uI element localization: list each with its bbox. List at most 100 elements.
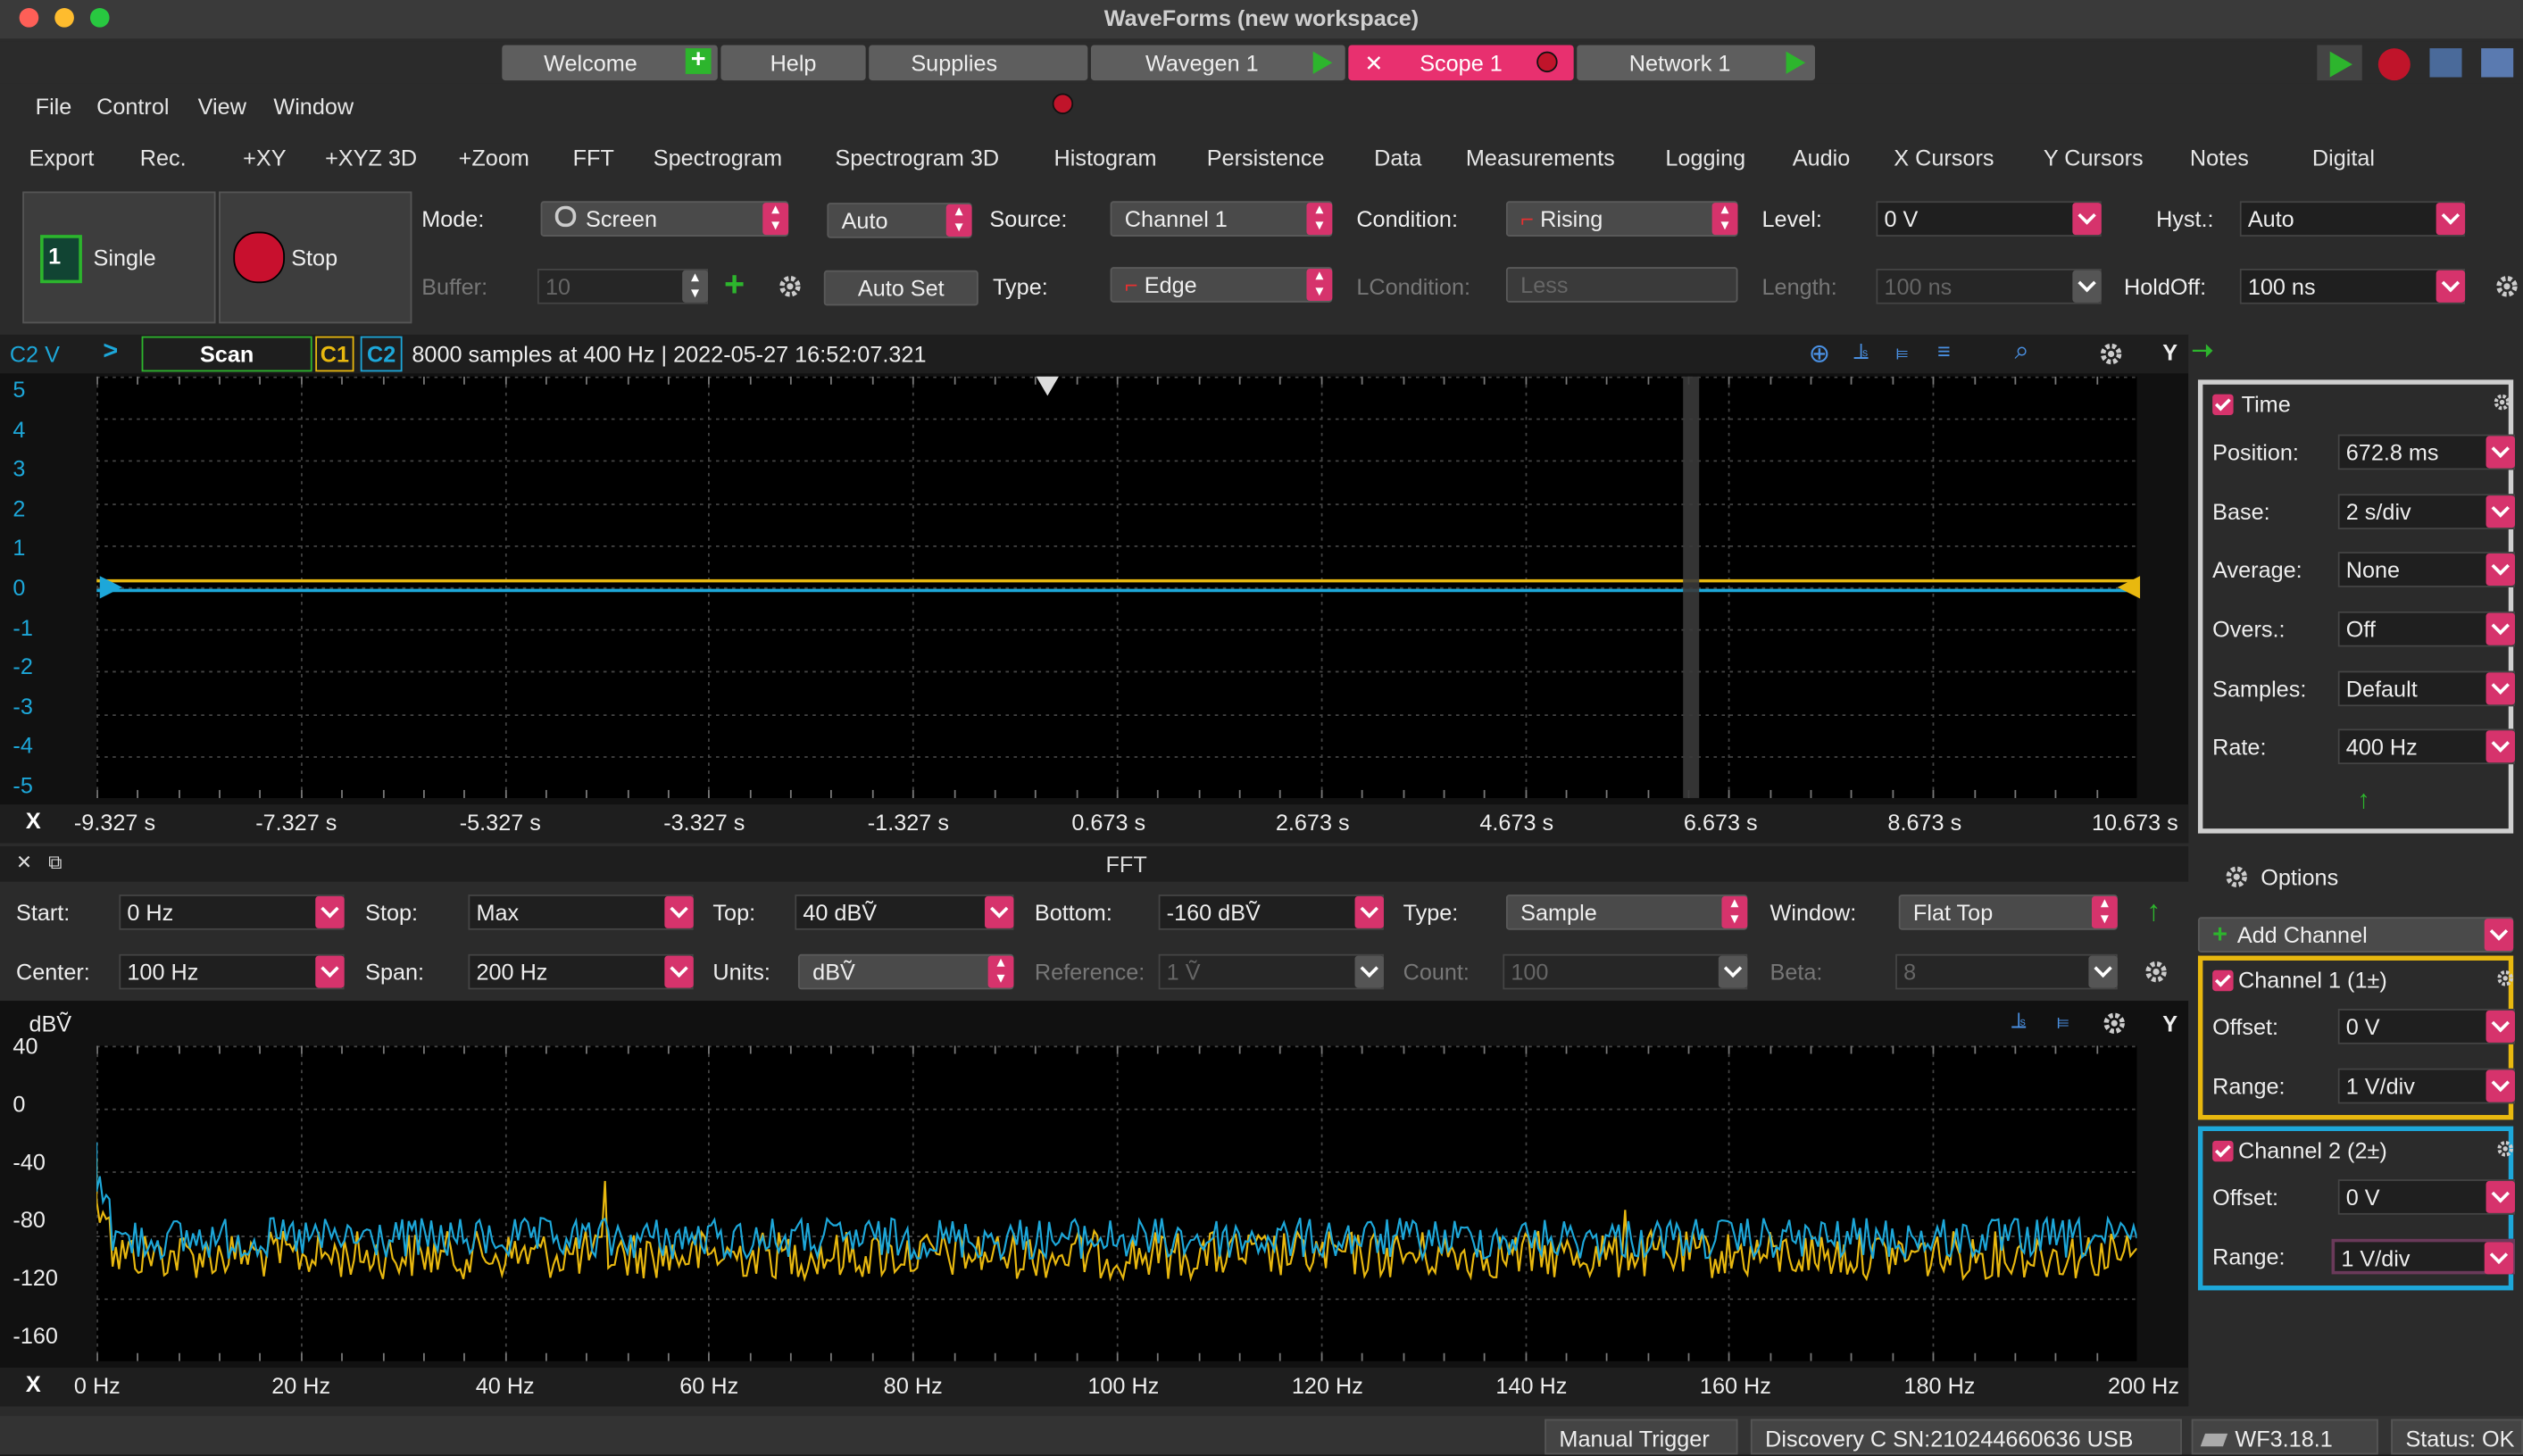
- channel2-enable-checkbox[interactable]: [2212, 1140, 2234, 1162]
- gear-icon[interactable]: [778, 273, 801, 297]
- data-view-button[interactable]: Data: [1374, 145, 1422, 171]
- x-axis-button[interactable]: X: [25, 807, 41, 834]
- channel1-range-dropdown-icon[interactable]: [2486, 1069, 2515, 1102]
- arrow-up-icon[interactable]: ↑: [2357, 786, 2370, 814]
- minimize-window-button[interactable]: [54, 8, 74, 28]
- fft-x-axis-button[interactable]: X: [25, 1370, 41, 1397]
- center-input[interactable]: 100 Hz: [119, 953, 345, 990]
- count-input[interactable]: 100: [1503, 953, 1748, 990]
- rate-input[interactable]: 400 Hz: [2337, 728, 2515, 765]
- reference-input[interactable]: 1 Ṽ: [1158, 953, 1384, 990]
- stack-icon[interactable]: ≡: [1936, 337, 1951, 364]
- overs-input[interactable]: Off: [2337, 611, 2515, 647]
- stop-all-icon[interactable]: [2377, 48, 2411, 81]
- logging-view-button[interactable]: Logging: [1665, 145, 1746, 171]
- base-input[interactable]: 2 s/div: [2337, 494, 2515, 529]
- menu-window[interactable]: Window: [273, 93, 354, 120]
- stop-freq-input[interactable]: Max: [468, 894, 694, 930]
- run-all-button[interactable]: [2317, 45, 2362, 81]
- measurements-view-button[interactable]: Measurements: [1465, 145, 1615, 171]
- reference-dropdown-icon[interactable]: [1354, 955, 1384, 988]
- count-dropdown-icon[interactable]: [1718, 955, 1748, 988]
- samples-input[interactable]: Default: [2337, 670, 2515, 707]
- trigger-type-select[interactable]: ⌐ Edge ▴ ▾: [1110, 267, 1333, 303]
- trigger-settings-gear-icon[interactable]: [2494, 273, 2518, 297]
- channel-offset-marker-icon[interactable]: [99, 576, 122, 599]
- channel2-offset-input[interactable]: 0 V: [2337, 1179, 2515, 1215]
- level-dropdown-icon[interactable]: [2072, 203, 2102, 236]
- fft-align-icon[interactable]: ⫢: [2056, 1007, 2069, 1034]
- time-enable-checkbox[interactable]: [2212, 394, 2234, 415]
- wavegen-run-icon[interactable]: [1312, 51, 1333, 74]
- beta-dropdown-icon[interactable]: [2088, 955, 2118, 988]
- histogram-view-button[interactable]: Histogram: [1053, 145, 1157, 171]
- undock-icon[interactable]: ⧉: [48, 851, 62, 874]
- auto-scale-icon[interactable]: ⫡: [1853, 337, 1869, 364]
- top-dropdown-icon[interactable]: [985, 895, 1014, 928]
- channel2-range-input[interactable]: 1 V/div: [2331, 1238, 2515, 1275]
- window-layout-icon[interactable]: [2481, 48, 2514, 78]
- stop-dropdown-icon[interactable]: [664, 895, 694, 928]
- spectrogram-view-button[interactable]: Spectrogram: [653, 145, 783, 171]
- top-input[interactable]: 40 dBṼ: [795, 894, 1014, 930]
- arrow-up-icon[interactable]: ↑: [2146, 894, 2161, 928]
- menu-file[interactable]: File: [35, 93, 72, 120]
- export-button[interactable]: Export: [29, 145, 95, 171]
- scope-plot[interactable]: [96, 376, 2137, 798]
- fft-plot[interactable]: [96, 1045, 2137, 1361]
- align-icon[interactable]: ⫢: [1895, 337, 1909, 364]
- samples-dropdown-icon[interactable]: [2486, 672, 2515, 705]
- channel2-toggle[interactable]: C2: [360, 336, 403, 372]
- window-select[interactable]: Flat Top ▴ ▾: [1898, 894, 2118, 930]
- y-cursors-button[interactable]: Y Cursors: [2043, 145, 2144, 171]
- tile-windows-icon[interactable]: [2429, 48, 2462, 78]
- trigger-position-icon[interactable]: [1036, 376, 1059, 396]
- tab-welcome[interactable]: Welcome: [502, 45, 718, 81]
- mode-select[interactable]: Screen ▴ ▾: [540, 201, 789, 237]
- hyst-input[interactable]: Auto: [2239, 201, 2466, 237]
- digital-view-button[interactable]: Digital: [2311, 145, 2376, 171]
- holdoff-input[interactable]: 100 ns: [2239, 268, 2466, 304]
- bottom-input[interactable]: -160 dBṼ: [1158, 894, 1384, 930]
- position-dropdown-icon[interactable]: [2486, 436, 2515, 469]
- hyst-dropdown-icon[interactable]: [2436, 203, 2466, 236]
- add-tab-icon[interactable]: +: [685, 47, 712, 74]
- add-channel-button[interactable]: + Add Channel: [2197, 917, 2514, 953]
- position-input[interactable]: 672.8 ms: [2337, 434, 2515, 470]
- time-gear-icon[interactable]: [2493, 391, 2515, 413]
- fft-type-select[interactable]: Sample ▴ ▾: [1505, 894, 1748, 930]
- start-dropdown-icon[interactable]: [315, 895, 345, 928]
- trigger-level-marker-icon[interactable]: [2117, 576, 2141, 599]
- span-input[interactable]: 200 Hz: [468, 953, 694, 990]
- scope-stop-icon[interactable]: [1536, 51, 1558, 73]
- fft-y-axis-button[interactable]: Y: [2162, 1010, 2178, 1036]
- zoom-in-icon[interactable]: ⊕: [1808, 341, 1830, 369]
- arrow-right-icon[interactable]: ➝: [2191, 337, 2213, 366]
- channel1-gear-icon[interactable]: [2495, 967, 2518, 989]
- close-window-button[interactable]: [19, 8, 39, 28]
- channel2-range-dropdown-icon[interactable]: [2484, 1242, 2514, 1275]
- manual-trigger-button[interactable]: Manual Trigger: [1545, 1419, 1738, 1455]
- auto-set-button[interactable]: Auto Set: [823, 270, 978, 306]
- add-buffer-icon[interactable]: +: [724, 263, 745, 304]
- chevron-right-icon[interactable]: >: [103, 337, 119, 366]
- channel1-range-input[interactable]: 1 V/div: [2337, 1068, 2515, 1104]
- options-button[interactable]: Options: [2261, 863, 2339, 890]
- spectrogram3d-view-button[interactable]: Spectrogram 3D: [835, 145, 1000, 171]
- channel1-offset-input[interactable]: 0 V: [2337, 1009, 2515, 1044]
- source-select[interactable]: Channel 1 ▴ ▾: [1110, 201, 1333, 237]
- average-input[interactable]: None: [2337, 552, 2515, 587]
- channel1-enable-checkbox[interactable]: [2212, 969, 2234, 992]
- channel1-offset-dropdown-icon[interactable]: [2486, 1010, 2515, 1043]
- channel2-offset-dropdown-icon[interactable]: [2486, 1180, 2515, 1213]
- level-input[interactable]: 0 V: [1876, 201, 2102, 237]
- start-input[interactable]: 0 Hz: [119, 894, 345, 930]
- y-axis-channel-label[interactable]: C2 V: [9, 341, 60, 367]
- single-button[interactable]: 1 Single: [22, 191, 216, 324]
- search-icon[interactable]: ⌕: [2014, 337, 2029, 366]
- notes-view-button[interactable]: Notes: [2189, 145, 2249, 171]
- record-button[interactable]: Rec.: [139, 145, 187, 171]
- network-run-icon[interactable]: [1786, 51, 1806, 74]
- center-dropdown-icon[interactable]: [315, 955, 345, 988]
- menu-control[interactable]: Control: [96, 93, 170, 120]
